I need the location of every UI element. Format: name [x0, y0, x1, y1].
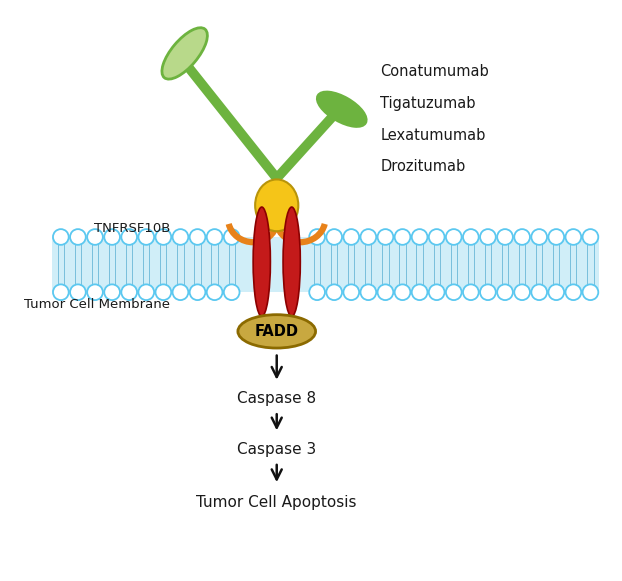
Ellipse shape — [514, 284, 530, 300]
Ellipse shape — [104, 284, 120, 300]
Ellipse shape — [238, 315, 315, 348]
Ellipse shape — [53, 284, 68, 300]
Ellipse shape — [446, 229, 462, 245]
Ellipse shape — [463, 284, 479, 300]
Ellipse shape — [207, 229, 223, 245]
Text: Drozitumab: Drozitumab — [380, 159, 465, 174]
Ellipse shape — [327, 284, 342, 300]
Ellipse shape — [317, 92, 366, 127]
Text: Caspase 3: Caspase 3 — [237, 442, 317, 457]
Ellipse shape — [255, 180, 299, 231]
Ellipse shape — [343, 229, 359, 245]
Ellipse shape — [531, 284, 547, 300]
Ellipse shape — [565, 284, 581, 300]
Ellipse shape — [412, 229, 427, 245]
Ellipse shape — [139, 229, 154, 245]
Text: Tigatuzumab: Tigatuzumab — [380, 96, 476, 111]
Ellipse shape — [429, 284, 445, 300]
Ellipse shape — [253, 207, 271, 317]
Ellipse shape — [583, 229, 598, 245]
Bar — [52, 237, 599, 292]
Ellipse shape — [394, 284, 411, 300]
Ellipse shape — [480, 229, 496, 245]
Ellipse shape — [412, 284, 427, 300]
Ellipse shape — [70, 229, 86, 245]
Ellipse shape — [514, 229, 530, 245]
Ellipse shape — [87, 229, 103, 245]
Ellipse shape — [531, 229, 547, 245]
Ellipse shape — [207, 284, 223, 300]
Ellipse shape — [224, 229, 239, 245]
Ellipse shape — [172, 229, 188, 245]
Ellipse shape — [156, 229, 171, 245]
Ellipse shape — [565, 229, 581, 245]
Text: TNFRSF10B: TNFRSF10B — [94, 222, 170, 235]
Ellipse shape — [549, 284, 564, 300]
Ellipse shape — [549, 229, 564, 245]
Ellipse shape — [327, 229, 342, 245]
Ellipse shape — [139, 284, 154, 300]
Ellipse shape — [190, 284, 205, 300]
Ellipse shape — [343, 284, 359, 300]
Ellipse shape — [162, 28, 207, 79]
Ellipse shape — [378, 284, 393, 300]
Ellipse shape — [497, 229, 513, 245]
Ellipse shape — [156, 284, 171, 300]
Ellipse shape — [104, 229, 120, 245]
Ellipse shape — [480, 284, 496, 300]
Ellipse shape — [224, 284, 239, 300]
Ellipse shape — [283, 207, 300, 317]
Ellipse shape — [53, 229, 68, 245]
Text: Caspase 8: Caspase 8 — [237, 391, 317, 406]
Ellipse shape — [583, 284, 598, 300]
Text: Lexatumumab: Lexatumumab — [380, 128, 486, 142]
Ellipse shape — [121, 229, 137, 245]
Ellipse shape — [121, 284, 137, 300]
Ellipse shape — [463, 229, 479, 245]
Ellipse shape — [361, 229, 376, 245]
Text: Tumor Cell Membrane: Tumor Cell Membrane — [24, 298, 170, 311]
Text: Tumor Cell Apoptosis: Tumor Cell Apoptosis — [197, 495, 357, 510]
Ellipse shape — [309, 229, 325, 245]
Ellipse shape — [378, 229, 393, 245]
Text: Conatumumab: Conatumumab — [380, 64, 489, 80]
Ellipse shape — [429, 229, 445, 245]
Ellipse shape — [394, 229, 411, 245]
Ellipse shape — [361, 284, 376, 300]
Ellipse shape — [309, 284, 325, 300]
Ellipse shape — [87, 284, 103, 300]
Ellipse shape — [446, 284, 462, 300]
Ellipse shape — [172, 284, 188, 300]
Text: FADD: FADD — [255, 324, 299, 339]
Ellipse shape — [190, 229, 205, 245]
Ellipse shape — [70, 284, 86, 300]
Ellipse shape — [497, 284, 513, 300]
